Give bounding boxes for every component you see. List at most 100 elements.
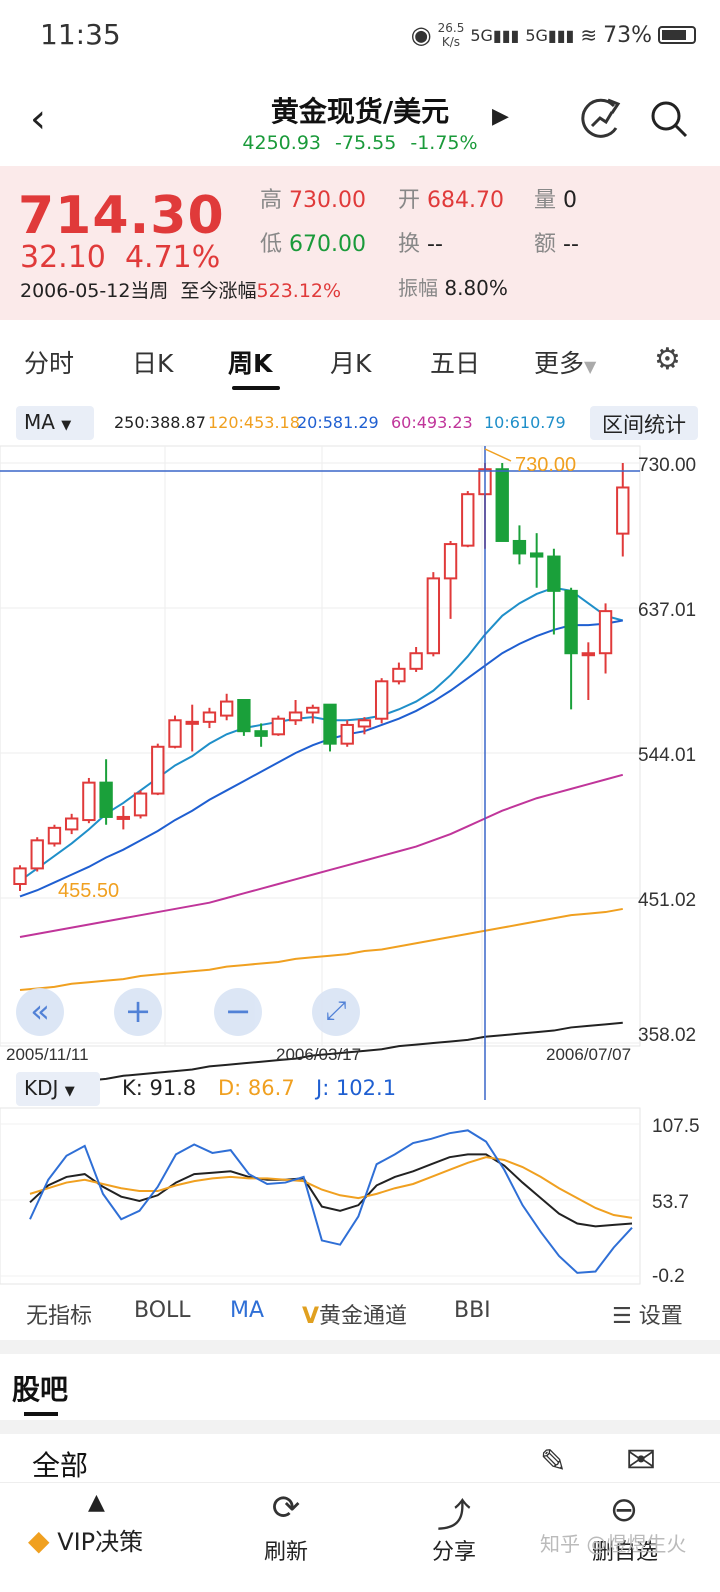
indicator-gold-channel[interactable]: V黄金通道 [302,1304,408,1329]
mail-icon[interactable]: ✉ [626,1440,657,1481]
ma250-value: 250:388.87 [114,413,206,432]
candle-body [116,815,131,820]
quote-panel [0,166,720,320]
ma-selector[interactable]: MA ▼ [16,406,94,440]
amount-field: 额 -- [534,232,579,257]
vip-button[interactable]: ◆ VIP决策 [28,1524,144,1557]
all-tab[interactable]: 全部 [32,1449,89,1482]
y-tick-label: 544.01 [638,745,696,766]
candle-body [202,711,217,723]
watermark: 知乎 @煜煜生火 [540,1532,687,1556]
kdj-k-value: K: 91.8 [122,1076,197,1100]
candle-body [168,719,182,748]
candle-body [461,493,475,547]
index-price: 4250.93 [242,132,321,154]
ma120-value: 120:453.18 [208,413,300,432]
candle-body [426,577,441,655]
candle-body [616,486,630,535]
ma-line-ma250 [19,1021,623,1088]
ma-line-ma10 [19,586,624,882]
min-price-label: 455.50 [58,880,119,902]
chart-frame [0,445,641,1047]
indicator-none[interactable]: 无指标 [26,1304,93,1329]
ma-line-ma120 [19,907,623,992]
kdj-j-value: J: 102.1 [316,1076,397,1100]
fullscreen-button[interactable]: ⤢ [312,988,360,1036]
candle-body [13,867,27,885]
index-change: -75.55 [335,132,397,154]
kdj-y-label: 107.5 [652,1116,700,1137]
ma-line-ma60 [19,773,624,938]
last-price: 714.30 [18,186,225,246]
refresh-button[interactable]: 刷新 [263,1540,308,1565]
zoom-out-button[interactable]: − [214,988,262,1036]
remove-watchlist-button[interactable]: 删自选 [591,1540,658,1565]
candle-body [409,652,423,670]
x-tick-label: 2006/03/17 [276,1045,361,1064]
candle-body [306,706,320,714]
candle-body [185,720,199,725]
candle-body [392,667,406,683]
kdj-chart[interactable]: 107.5 53.7 -0.2 [0,0,720,1300]
high-field: 高 730.00 [260,188,366,213]
indicator-boll[interactable]: BOLL [134,1298,191,1323]
tab-more[interactable]: 更多▼ [534,349,597,378]
share-button[interactable]: 分享 [431,1540,476,1565]
kdj-line-k [29,1153,633,1228]
low-field: 低 670.00 [260,232,366,257]
zoom-in-button[interactable]: + [114,988,162,1036]
x-tick-label: 2005/11/11 [6,1045,89,1064]
y-tick-label: 451.02 [638,890,696,911]
candle-body [581,652,596,657]
max-pointer [484,448,512,462]
edit-icon[interactable]: ✎ [540,1442,567,1480]
section-divider-2 [0,1420,720,1434]
tab-intraday[interactable]: 分时 [24,349,75,378]
candle-body [443,543,458,580]
candle-body [598,610,613,655]
signal-icon-2: 5G▮▮▮ [525,25,575,45]
range-stats-button[interactable]: 区间统计 [590,406,698,440]
candle-body [374,680,389,720]
active-tab-indicator [232,386,280,390]
remove-circle-icon: ⊖ [609,1490,639,1530]
candle-body [64,817,79,831]
x-tick-label: 2006/07/07 [546,1045,631,1064]
indicator-ma[interactable]: MA [230,1298,265,1323]
signal-icon: 5G▮▮▮ [470,25,520,45]
guba-title[interactable]: 股吧 [12,1373,69,1406]
guba-underline [24,1412,58,1416]
candle-body [82,781,96,822]
indicator-bbi[interactable]: BBI [454,1298,491,1323]
y-tick-label: 637.01 [638,600,696,621]
vip-v-icon: V [302,1304,320,1329]
quote-date: 2006-05-12当周 至今涨幅523.12% [20,280,342,302]
ma20-value: 20:581.29 [297,413,379,432]
refresh-icon-bottom: ⟳ [271,1488,301,1528]
candlestick-chart[interactable]: 730.00 637.01 544.01 451.02 358.02 730.00 455.… [0,0,720,1100]
status-icons: ◉ 26.5 K/s 5G▮▮▮ 5G▮▮▮ ≋ 73% [411,20,696,50]
bottom-bar [0,1482,720,1592]
candle-body [340,723,354,745]
tab-daily[interactable]: 日K [132,349,174,378]
tab-weekly[interactable]: 周K [228,349,273,378]
candle-body [529,552,544,558]
collapse-button[interactable]: « [16,988,64,1036]
section-divider [0,1340,720,1354]
index-quote: 4250.93 -75.55 -1.75% [0,132,720,154]
kdj-selector[interactable]: KDJ ▼ [16,1072,100,1106]
settings-gear-icon[interactable]: ⚙ [654,342,681,377]
indicator-settings[interactable]: ☰ 设置 [612,1304,683,1329]
dropdown-icon: ▼ [61,418,72,433]
next-arrow-button[interactable]: ▶ [492,104,509,129]
candle-body [254,730,268,737]
turnover-field: 换 -- [398,232,443,257]
back-button[interactable]: ‹ [30,96,46,142]
candle-body [512,539,527,555]
tab-five-day[interactable]: 五日 [430,349,481,378]
kdj-line-j [29,1129,633,1274]
status-bar: 11:35 ◉ 26.5 K/s 5G▮▮▮ 5G▮▮▮ ≋ 73% [0,0,720,70]
tab-monthly[interactable]: 月K [330,349,372,378]
expand-up-icon[interactable]: ▲ [88,1490,105,1515]
dropdown-icon: ▼ [64,1084,75,1099]
